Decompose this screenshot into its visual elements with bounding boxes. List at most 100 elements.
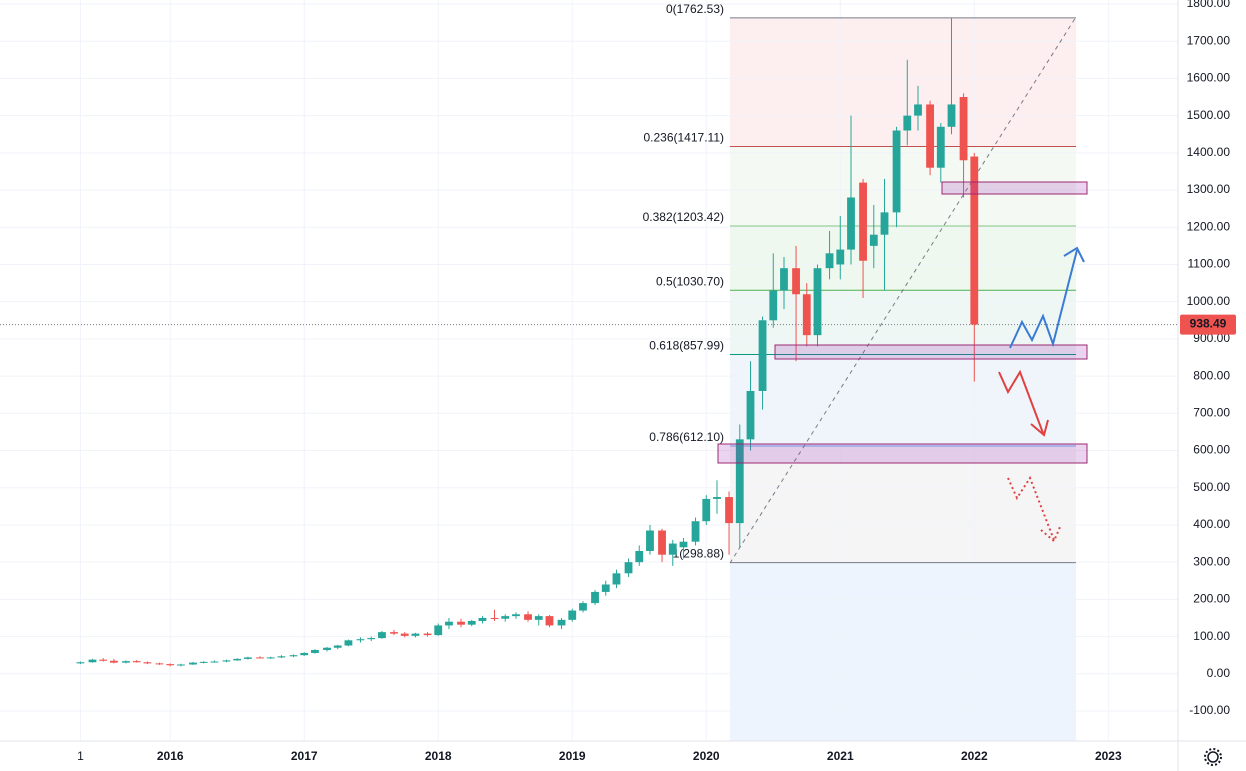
fib-band bbox=[730, 17, 1076, 147]
candle-body bbox=[936, 126, 945, 168]
arrow-head bbox=[1063, 246, 1085, 263]
candle-body bbox=[658, 530, 666, 555]
candle-body bbox=[478, 617, 487, 621]
zone-box bbox=[774, 344, 1088, 360]
candle-body bbox=[501, 616, 510, 619]
candle-body bbox=[579, 603, 587, 611]
candle-body bbox=[300, 652, 309, 656]
candle-body bbox=[344, 640, 353, 646]
candle-body bbox=[367, 638, 376, 640]
candle-body bbox=[143, 662, 152, 664]
candle-body bbox=[880, 212, 889, 235]
down-arrow bbox=[998, 369, 1044, 434]
y-tick-label: 700.00 bbox=[1193, 405, 1230, 419]
candle-body bbox=[155, 663, 164, 665]
candle-body bbox=[256, 657, 264, 659]
candle-body bbox=[323, 647, 331, 650]
y-tick-label: 1100.00 bbox=[1188, 257, 1231, 271]
x-tick-label: 2019 bbox=[559, 749, 586, 763]
candle-body bbox=[591, 591, 599, 604]
candle-body bbox=[99, 659, 108, 661]
candle-body bbox=[892, 130, 901, 213]
candle-body bbox=[244, 657, 252, 659]
x-tick-label: 2023 bbox=[1095, 749, 1122, 763]
y-tick-label: -100.00 bbox=[1189, 703, 1230, 717]
fib-label: 0.786(612.10) bbox=[649, 430, 724, 444]
candle-body bbox=[277, 656, 286, 658]
candle-body bbox=[813, 268, 822, 336]
arrow-head bbox=[1040, 526, 1061, 543]
y-tick-label: 200.00 bbox=[1193, 592, 1230, 606]
gear-teeth[interactable] bbox=[1204, 748, 1222, 766]
gear[interactable] bbox=[1207, 751, 1219, 763]
y-tick-label: 600.00 bbox=[1193, 443, 1230, 457]
fib-bands bbox=[730, 17, 1076, 741]
price-tag bbox=[1180, 314, 1236, 335]
zone-box bbox=[941, 181, 1088, 195]
candle-body bbox=[735, 439, 744, 524]
fib-label: 0.618(857.99) bbox=[649, 339, 724, 353]
y-tick-label: 100.00 bbox=[1193, 629, 1230, 643]
y-tick-label: 1400.00 bbox=[1187, 145, 1231, 159]
candle-body bbox=[836, 249, 845, 265]
candle-body bbox=[166, 664, 175, 666]
zones bbox=[717, 181, 1088, 464]
candle-body bbox=[903, 115, 912, 131]
price-tag-label: 938.49 bbox=[1190, 317, 1227, 331]
fib-label: 0.382(1203.42) bbox=[643, 210, 724, 224]
candle-body bbox=[624, 562, 633, 574]
y-tick-label: 1800.00 bbox=[1187, 0, 1231, 10]
candles bbox=[76, 18, 979, 667]
candle-body bbox=[635, 550, 644, 563]
candle-body bbox=[612, 573, 621, 585]
candle-body bbox=[959, 97, 968, 161]
candle-body bbox=[847, 197, 855, 250]
x-tick-label: 2021 bbox=[827, 749, 854, 763]
candle-body bbox=[490, 617, 499, 619]
candle-body bbox=[199, 661, 208, 663]
candle-body bbox=[88, 659, 97, 663]
candle-body bbox=[233, 658, 242, 661]
candle-body bbox=[601, 584, 610, 592]
arrow-head bbox=[1030, 419, 1049, 437]
candle-body bbox=[825, 253, 834, 269]
y-tick-label: 1300.00 bbox=[1187, 182, 1231, 196]
candle-body bbox=[679, 541, 688, 548]
candle-body bbox=[132, 661, 141, 663]
grid bbox=[0, 0, 1178, 741]
candle-body bbox=[378, 632, 386, 639]
y-tick-label: 0.00 bbox=[1207, 666, 1231, 680]
candle-body bbox=[222, 660, 231, 662]
x-tick-label: 2020 bbox=[693, 749, 720, 763]
candle-body bbox=[646, 530, 654, 551]
y-tick-label: 1500.00 bbox=[1187, 108, 1231, 122]
candle-body bbox=[534, 616, 543, 620]
fib-label: 0.5(1030.70) bbox=[656, 274, 724, 288]
candle-body bbox=[411, 633, 420, 636]
candle-body bbox=[122, 661, 130, 663]
y-tick-label: 1200.00 bbox=[1187, 219, 1231, 233]
fib-band bbox=[730, 290, 1076, 355]
candle-body bbox=[869, 234, 878, 246]
candle-body bbox=[780, 268, 788, 291]
settings-icon[interactable] bbox=[1204, 748, 1222, 766]
x-tick-label: 2022 bbox=[961, 749, 988, 763]
dotted-arrow bbox=[1007, 475, 1055, 541]
candle-body bbox=[457, 621, 465, 625]
y-tick-label: 1600.00 bbox=[1187, 71, 1231, 85]
zone-box bbox=[717, 443, 1088, 464]
y-tick-label: 400.00 bbox=[1193, 517, 1230, 531]
candle-body bbox=[947, 104, 956, 127]
candle-body bbox=[668, 543, 677, 555]
candle-body bbox=[713, 497, 721, 499]
candle-body bbox=[467, 620, 476, 625]
candle-body bbox=[289, 655, 298, 657]
candle-body bbox=[210, 661, 219, 663]
y-tick-label: 1000.00 bbox=[1187, 294, 1231, 308]
x-tick-label: 2018 bbox=[425, 749, 452, 763]
candle-body bbox=[792, 268, 800, 295]
fib-band bbox=[730, 146, 1076, 226]
candle-body bbox=[725, 497, 733, 524]
candle-body bbox=[926, 104, 934, 168]
